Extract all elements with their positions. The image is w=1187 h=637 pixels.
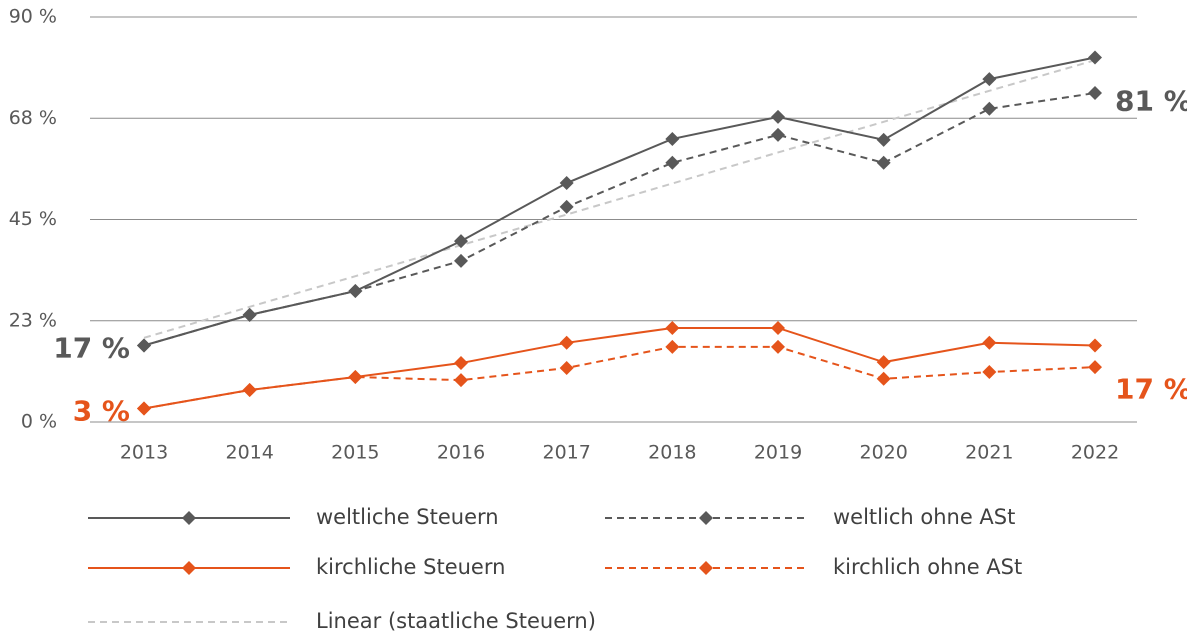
x-tick-label: 2022 — [1071, 442, 1119, 464]
marker — [242, 307, 257, 322]
marker — [559, 199, 574, 214]
marker — [559, 335, 574, 350]
legend-marker — [182, 511, 196, 525]
marker — [665, 339, 680, 354]
x-tick-label: 2016 — [437, 442, 485, 464]
marker — [1088, 50, 1102, 65]
x-tick-label: 2021 — [965, 442, 1013, 464]
series-line — [143, 326, 1096, 410]
y-tick-label: 68 % — [9, 107, 57, 129]
x-tick-label: 2013 — [120, 442, 168, 464]
legend-label: weltliche Steuern — [316, 505, 499, 529]
series-line — [143, 92, 1096, 347]
marker — [665, 131, 680, 146]
x-tick-label: 2014 — [225, 442, 273, 464]
marker — [348, 284, 363, 299]
x-tick-label: 2018 — [648, 442, 696, 464]
value-label: 17 % — [1115, 373, 1187, 406]
marker — [1088, 86, 1102, 101]
x-tick-label: 2020 — [859, 442, 907, 464]
marker — [982, 101, 997, 116]
legend-label: weltlich ohne ASt — [833, 505, 1015, 529]
y-tick-label: 23 % — [9, 309, 57, 331]
marker — [1088, 360, 1102, 375]
marker — [982, 72, 997, 87]
marker — [242, 383, 257, 398]
marker — [137, 338, 151, 353]
y-tick-label: 45 % — [9, 208, 57, 230]
x-tick-label: 2019 — [754, 442, 802, 464]
marker — [876, 371, 891, 386]
marker — [454, 356, 468, 371]
legend-marker — [699, 561, 713, 575]
marker — [771, 109, 785, 124]
value-label: 81 % — [1115, 85, 1187, 118]
marker — [771, 320, 785, 335]
series-line — [143, 345, 1096, 410]
marker — [771, 127, 785, 142]
marker — [771, 339, 785, 354]
series-line — [143, 59, 1096, 339]
y-tick-label: 0 % — [21, 411, 57, 433]
y-tick-label: 90 % — [9, 6, 57, 28]
marker — [559, 361, 574, 375]
marker — [982, 365, 997, 380]
marker — [454, 234, 468, 249]
x-tick-label: 2015 — [331, 442, 379, 464]
x-tick-label: 2017 — [542, 442, 590, 464]
marker — [876, 155, 891, 170]
value-label: 3 % — [73, 395, 130, 428]
marker — [454, 373, 468, 388]
marker — [454, 253, 468, 268]
marker — [348, 370, 363, 384]
marker — [137, 401, 151, 416]
value-label: 17 % — [53, 332, 130, 365]
marker — [559, 176, 574, 191]
marker — [876, 132, 891, 147]
marker — [665, 155, 680, 170]
marker — [982, 335, 997, 350]
legend-label: kirchliche Steuern — [316, 555, 505, 579]
marker — [876, 355, 891, 370]
marker — [665, 320, 680, 335]
marker — [1088, 338, 1102, 353]
legend-marker — [182, 561, 196, 575]
legend-label: Linear (staatliche Steuern) — [316, 609, 596, 633]
legend-label: kirchlich ohne ASt — [833, 555, 1022, 579]
series-line — [143, 56, 1096, 347]
legend-marker — [699, 511, 713, 525]
